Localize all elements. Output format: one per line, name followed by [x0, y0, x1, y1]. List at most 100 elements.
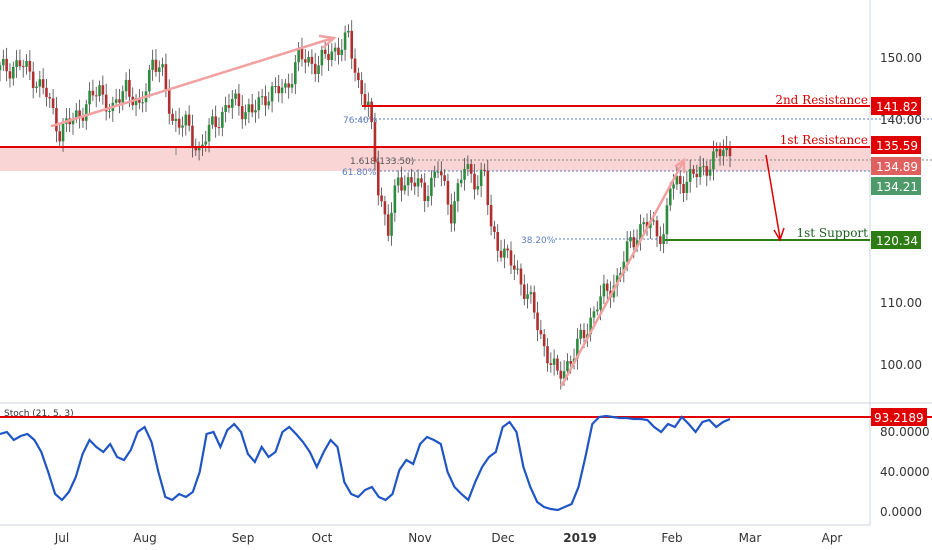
candle-body [244, 112, 247, 120]
candle-body [240, 106, 244, 120]
candle-body [440, 171, 443, 176]
candle-body [121, 91, 125, 103]
candle-body [509, 250, 513, 266]
x-tick-label: Mar [739, 531, 762, 545]
candle-body [513, 265, 516, 270]
candle-body [668, 188, 672, 206]
candle-body [307, 56, 310, 63]
candle-body [569, 361, 573, 364]
fib-76-label: 76.40% [343, 116, 378, 126]
candle-body [685, 181, 689, 194]
candle-body [118, 99, 121, 103]
candle-body [360, 80, 363, 95]
candle-body [317, 65, 320, 75]
candle-body [114, 99, 118, 103]
candle-body [164, 64, 168, 90]
candle-body [161, 64, 164, 68]
tag-141: 141.82 [871, 97, 921, 115]
candle-body [546, 346, 549, 364]
candle-body [310, 56, 314, 64]
candle-body [98, 85, 101, 97]
stoch-tick-80: 80.0000 [880, 425, 930, 439]
candle-body [0, 65, 2, 71]
x-tick-label: Feb [661, 531, 682, 545]
x-tick-label: Aug [133, 531, 156, 545]
candle-body [393, 185, 397, 213]
stoch-line [0, 414, 731, 512]
candle-body [659, 236, 662, 245]
candles [0, 20, 732, 390]
candle-body [227, 105, 231, 108]
candle-body [503, 248, 506, 258]
1st-support-label: 1st Support [796, 226, 868, 240]
candle-body [559, 370, 563, 379]
candle-body [313, 63, 317, 75]
x-tick-label: Apr [822, 531, 843, 545]
candle-body [277, 86, 281, 94]
candle-body [592, 311, 596, 318]
candle-body [619, 272, 622, 276]
candle-body [181, 125, 184, 128]
candle-body [230, 98, 234, 108]
candle-body [28, 60, 32, 72]
candle-body [529, 292, 533, 295]
candle-body [347, 30, 350, 33]
trend-arrows [50, 34, 686, 387]
candle-body [134, 98, 138, 106]
candle-body [376, 161, 380, 196]
candle-body [224, 105, 227, 112]
candle-body [702, 166, 705, 168]
candle-body [456, 183, 460, 202]
candle-body [254, 110, 257, 113]
tag-134-21: 134.21 [871, 177, 921, 195]
candle-body [420, 178, 423, 183]
candle-body [51, 98, 55, 109]
candle-body [15, 60, 18, 67]
svg-text:135.59: 135.59 [876, 139, 918, 153]
candle-body [476, 186, 480, 190]
candle-body [625, 241, 629, 262]
x-tick-label: Dec [491, 531, 514, 545]
candle-body [48, 97, 52, 99]
candle-body [642, 222, 646, 225]
candle-body [722, 150, 725, 157]
candle-body [436, 171, 440, 173]
candle-body [383, 201, 387, 215]
fib-1618-label: 1.618(133.50) [350, 157, 414, 167]
candle-body [264, 96, 267, 106]
candle-body [532, 292, 536, 313]
candle-body [91, 90, 95, 96]
candle-body [101, 85, 105, 95]
x-tick-label: 2019 [563, 531, 596, 545]
candle-body [698, 166, 702, 178]
svg-text:134.89: 134.89 [876, 160, 918, 174]
candle-body [167, 89, 171, 114]
candle-body [705, 166, 709, 176]
candle-body [635, 240, 639, 248]
candle-body [108, 111, 111, 113]
candle-body [197, 146, 201, 151]
x-tick-label: Nov [408, 531, 431, 545]
candle-body [473, 173, 476, 190]
candle-body [489, 204, 493, 227]
candle-body [250, 104, 254, 113]
candle-body [214, 116, 217, 128]
candle-body [247, 104, 251, 113]
candle-body [128, 79, 131, 97]
candle-body [466, 164, 470, 169]
candle-body [725, 146, 728, 151]
candle-body [493, 226, 496, 232]
candle-body [75, 110, 78, 119]
y-tick-140: 140.00 [880, 113, 922, 127]
candle-body [423, 182, 427, 202]
candle-body [639, 224, 642, 241]
tag-134-89: 134.89 [871, 157, 921, 175]
candle-body [367, 101, 370, 107]
candle-body [688, 169, 692, 182]
candle-body [539, 330, 543, 335]
candle-body [589, 317, 592, 335]
candle-body [536, 312, 539, 331]
candle-body [522, 284, 526, 299]
candle-body [280, 87, 284, 94]
svg-text:134.21: 134.21 [876, 180, 918, 194]
